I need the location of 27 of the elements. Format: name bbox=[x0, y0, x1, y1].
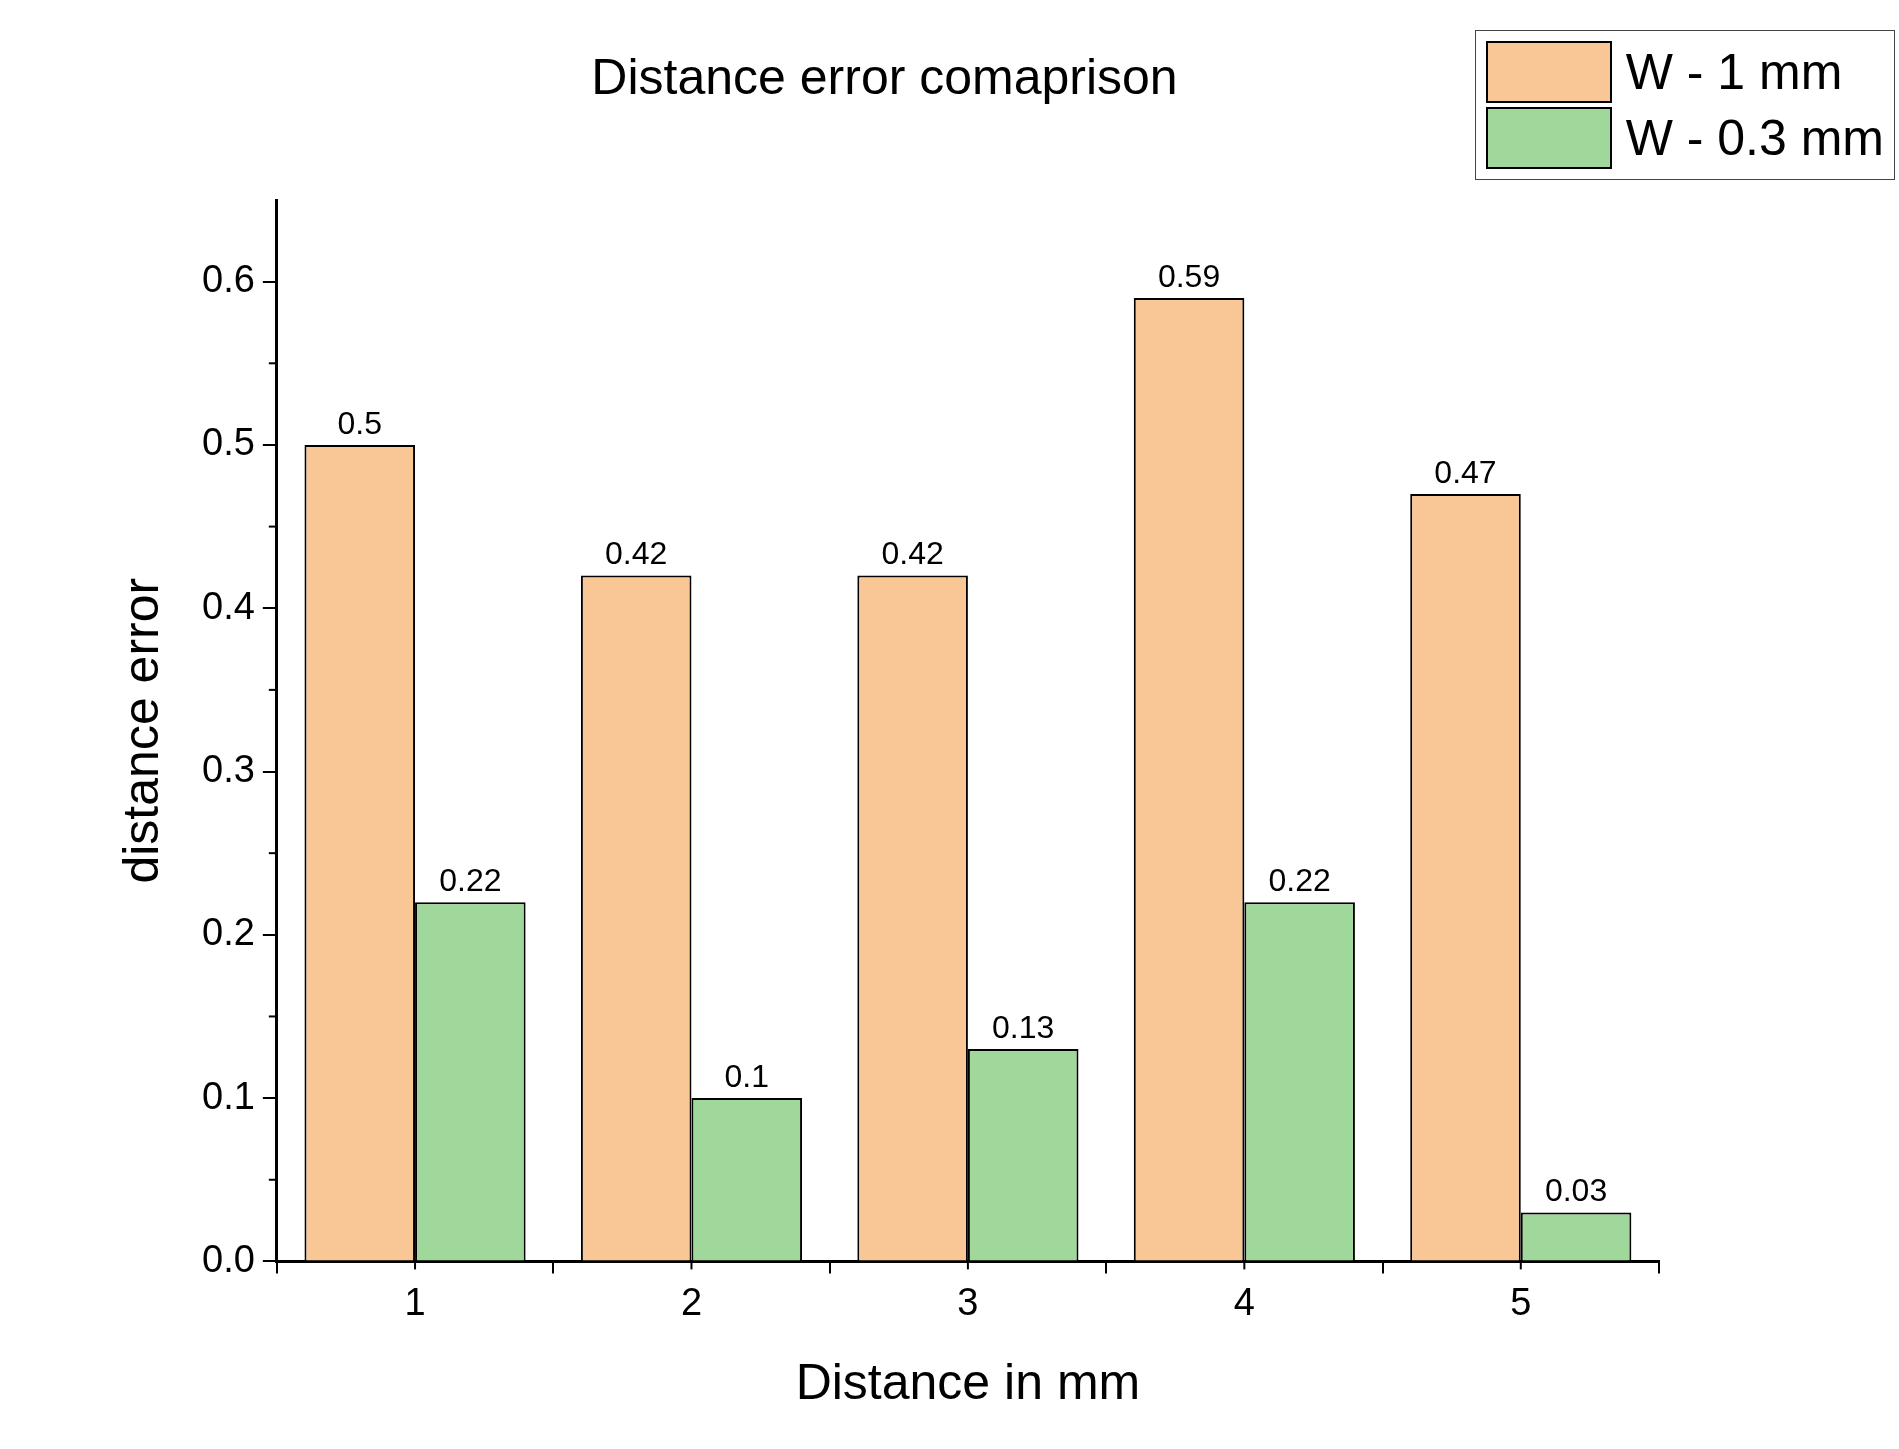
data-label: 0.59 bbox=[1157, 257, 1221, 294]
data-label: 0.5 bbox=[337, 404, 382, 441]
x-tick-label: 3 bbox=[957, 1280, 979, 1323]
y-tick-label: 0.3 bbox=[202, 748, 255, 791]
x-tick-label: 4 bbox=[1233, 1280, 1255, 1323]
data-label: 0.47 bbox=[1434, 453, 1497, 490]
chart-title: Distance error comaprison bbox=[591, 48, 1178, 105]
data-label: 0.22 bbox=[439, 861, 502, 898]
y-axis-title: distance error bbox=[112, 577, 169, 884]
x-tick-label: 1 bbox=[404, 1280, 426, 1323]
data-label: 0.1 bbox=[724, 1057, 770, 1094]
x-tick-label: 5 bbox=[1510, 1280, 1532, 1323]
y-tick-label: 0.2 bbox=[202, 911, 255, 954]
y-tick-label: 0.1 bbox=[202, 1074, 255, 1117]
y-tick-label: 0.4 bbox=[202, 584, 255, 627]
legend-label: W - 0.3 mm bbox=[1625, 109, 1884, 167]
x-tick-label: 2 bbox=[680, 1280, 703, 1323]
x-axis-title: Distance in mm bbox=[795, 1353, 1141, 1410]
y-tick-label: 0.0 bbox=[202, 1237, 255, 1280]
data-label: 0.42 bbox=[881, 535, 944, 572]
data-label: 0.13 bbox=[992, 1008, 1055, 1045]
y-tick-label: 0.6 bbox=[202, 258, 255, 301]
y-tick-label: 0.5 bbox=[202, 421, 255, 464]
data-label: 0.22 bbox=[1268, 861, 1331, 898]
legend-label: W - 1 mm bbox=[1625, 43, 1843, 101]
data-label: 0.42 bbox=[605, 535, 668, 572]
data-label: 0.03 bbox=[1544, 1172, 1608, 1209]
